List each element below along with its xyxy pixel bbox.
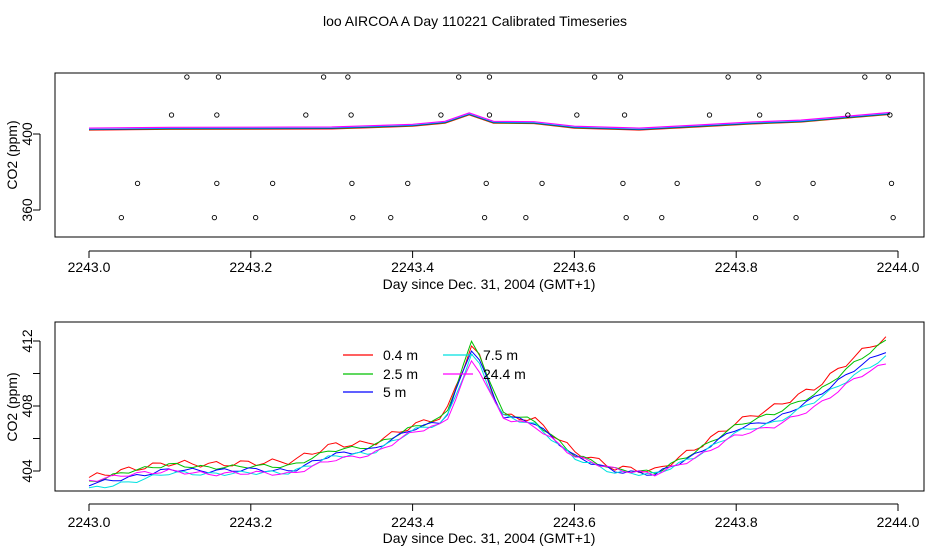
top-points bbox=[118, 74, 896, 221]
bottom-x-tick-label: 2243.4 bbox=[391, 514, 434, 530]
top-point bbox=[348, 112, 354, 118]
top-point bbox=[890, 214, 896, 221]
top-point bbox=[214, 180, 220, 187]
bottom-x-axis-label: Day since Dec. 31, 2004 (GMT+1) bbox=[383, 530, 596, 546]
top-point bbox=[706, 112, 713, 118]
top-x-tick-label: 2243.4 bbox=[391, 259, 434, 275]
top-point bbox=[486, 74, 493, 80]
top-point bbox=[674, 180, 680, 187]
top-point bbox=[523, 214, 529, 221]
legend-entry: 2.5 m bbox=[383, 366, 418, 382]
bottom-x-tick-label: 2243.0 bbox=[68, 514, 111, 530]
page-title: loo AIRCOA A Day 110221 Calibrated Times… bbox=[323, 13, 627, 29]
legend-entry: 0.4 m bbox=[383, 347, 418, 363]
top-x-axis-label: Day since Dec. 31, 2004 (GMT+1) bbox=[383, 276, 596, 292]
legend-entry: 7.5 m bbox=[483, 347, 518, 363]
top-point bbox=[617, 74, 624, 80]
top-point bbox=[134, 180, 141, 187]
bottom-plot-frame bbox=[54, 321, 925, 492]
top-point bbox=[345, 74, 351, 80]
bottom-panel: 2243.0 2243.2 2243.4 2243.6 2243.8 2244.… bbox=[4, 321, 925, 546]
top-y-axis: 360 400 bbox=[19, 122, 41, 222]
bottom-x-axis: 2243.0 2243.2 2243.4 2243.6 2243.8 2244.… bbox=[68, 503, 920, 530]
top-point bbox=[793, 214, 799, 221]
top-y-axis-label: CO2 (ppm) bbox=[4, 120, 20, 189]
top-point bbox=[184, 74, 190, 80]
legend: 0.4 m 2.5 m 5 m 7.5 m 24.4 m bbox=[343, 347, 526, 400]
top-series-line bbox=[88, 111, 890, 129]
top-point bbox=[539, 180, 545, 187]
top-point bbox=[659, 214, 665, 221]
top-point bbox=[591, 74, 598, 80]
top-point bbox=[620, 180, 626, 187]
top-point bbox=[303, 112, 309, 118]
top-point bbox=[215, 74, 222, 80]
top-x-tick-label: 2243.6 bbox=[553, 259, 596, 275]
bottom-x-tick-label: 2243.8 bbox=[715, 514, 758, 530]
top-point bbox=[486, 112, 493, 118]
top-point bbox=[388, 214, 394, 221]
top-point bbox=[887, 112, 893, 118]
top-point bbox=[253, 214, 259, 221]
top-point bbox=[214, 112, 220, 118]
top-y-tick-label: 400 bbox=[19, 122, 35, 146]
top-y-tick-label: 360 bbox=[19, 198, 35, 222]
top-point bbox=[269, 180, 276, 187]
top-point bbox=[320, 74, 327, 80]
bottom-series-lines bbox=[88, 336, 887, 489]
top-x-tick-label: 2243.8 bbox=[715, 259, 758, 275]
legend-entry: 24.4 m bbox=[483, 366, 526, 382]
top-point bbox=[350, 214, 356, 221]
top-point bbox=[349, 180, 355, 187]
top-point bbox=[118, 214, 125, 221]
bottom-x-tick-label: 2243.2 bbox=[229, 514, 272, 530]
bottom-series-line bbox=[88, 339, 887, 483]
top-point bbox=[862, 74, 868, 80]
bottom-y-tick-label: 408 bbox=[19, 394, 35, 418]
top-plot-frame bbox=[54, 72, 925, 238]
top-point bbox=[756, 74, 762, 80]
bottom-series-line bbox=[88, 350, 887, 487]
top-point bbox=[623, 214, 629, 221]
top-point bbox=[725, 74, 731, 80]
top-point bbox=[405, 180, 411, 187]
top-point bbox=[456, 74, 462, 80]
top-point bbox=[574, 112, 580, 118]
bottom-x-tick-label: 2243.6 bbox=[553, 514, 596, 530]
top-point bbox=[845, 112, 851, 118]
top-point bbox=[888, 180, 895, 187]
top-point bbox=[757, 112, 763, 118]
bottom-x-tick-label: 2244.0 bbox=[877, 514, 920, 530]
top-x-tick-label: 2244.0 bbox=[877, 259, 920, 275]
bottom-y-axis-label: CO2 (ppm) bbox=[4, 372, 20, 441]
top-point bbox=[752, 214, 759, 221]
bottom-y-tick-label: 412 bbox=[19, 329, 35, 353]
bottom-series-line bbox=[88, 359, 886, 482]
legend-entry: 5 m bbox=[383, 384, 406, 400]
top-panel: 2243.0 2243.2 2243.4 2243.6 2243.8 2244.… bbox=[4, 72, 925, 292]
top-point bbox=[168, 112, 175, 118]
top-point bbox=[885, 74, 891, 80]
top-point bbox=[755, 180, 761, 187]
top-point bbox=[211, 214, 218, 221]
top-point bbox=[621, 112, 628, 118]
top-point bbox=[438, 112, 444, 118]
top-point bbox=[483, 180, 489, 187]
top-point bbox=[810, 180, 816, 187]
top-x-tick-label: 2243.0 bbox=[68, 259, 111, 275]
bottom-y-axis: 404 408 412 bbox=[19, 329, 41, 483]
top-x-axis: 2243.0 2243.2 2243.4 2243.6 2243.8 2244.… bbox=[68, 250, 920, 275]
bottom-y-tick-label: 404 bbox=[19, 459, 35, 483]
bottom-series-line bbox=[88, 353, 887, 489]
top-series-lines bbox=[88, 111, 890, 131]
top-x-tick-label: 2243.2 bbox=[229, 259, 272, 275]
top-point bbox=[481, 214, 488, 221]
